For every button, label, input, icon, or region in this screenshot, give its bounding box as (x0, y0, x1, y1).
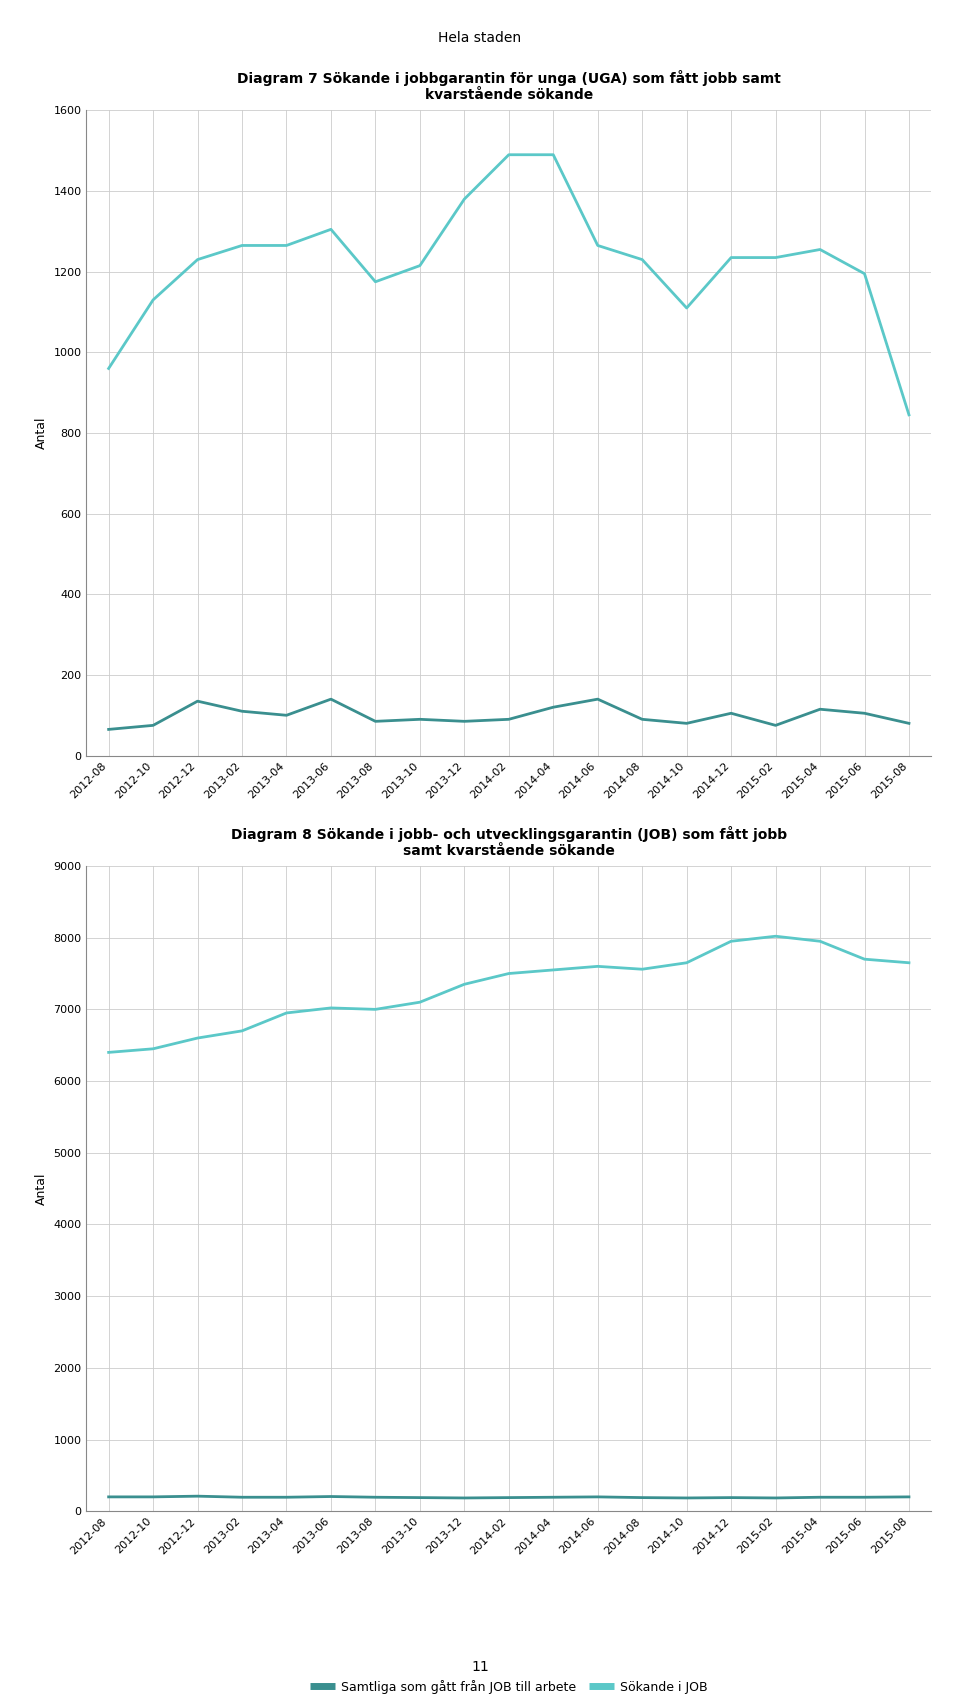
Title: Diagram 8 Sökande i jobb- och utvecklingsgarantin (JOB) som fått jobb
samt kvars: Diagram 8 Sökande i jobb- och utveckling… (230, 825, 787, 857)
Legend: Samtliga som gått från JOB till arbete, Sökande i JOB: Samtliga som gått från JOB till arbete, … (305, 1674, 712, 1698)
Legend: Samtliga som gått från UGA till arbete, Sökande i UGA: Samtliga som gått från UGA till arbete, … (300, 919, 718, 942)
Title: Diagram 7 Sökande i jobbgarantin för unga (UGA) som fått jobb samt
kvarstående s: Diagram 7 Sökande i jobbgarantin för ung… (237, 70, 780, 102)
Y-axis label: Antal: Antal (35, 1172, 48, 1206)
Y-axis label: Antal: Antal (35, 416, 48, 450)
Text: 11: 11 (471, 1661, 489, 1674)
Text: Hela staden: Hela staden (439, 31, 521, 44)
